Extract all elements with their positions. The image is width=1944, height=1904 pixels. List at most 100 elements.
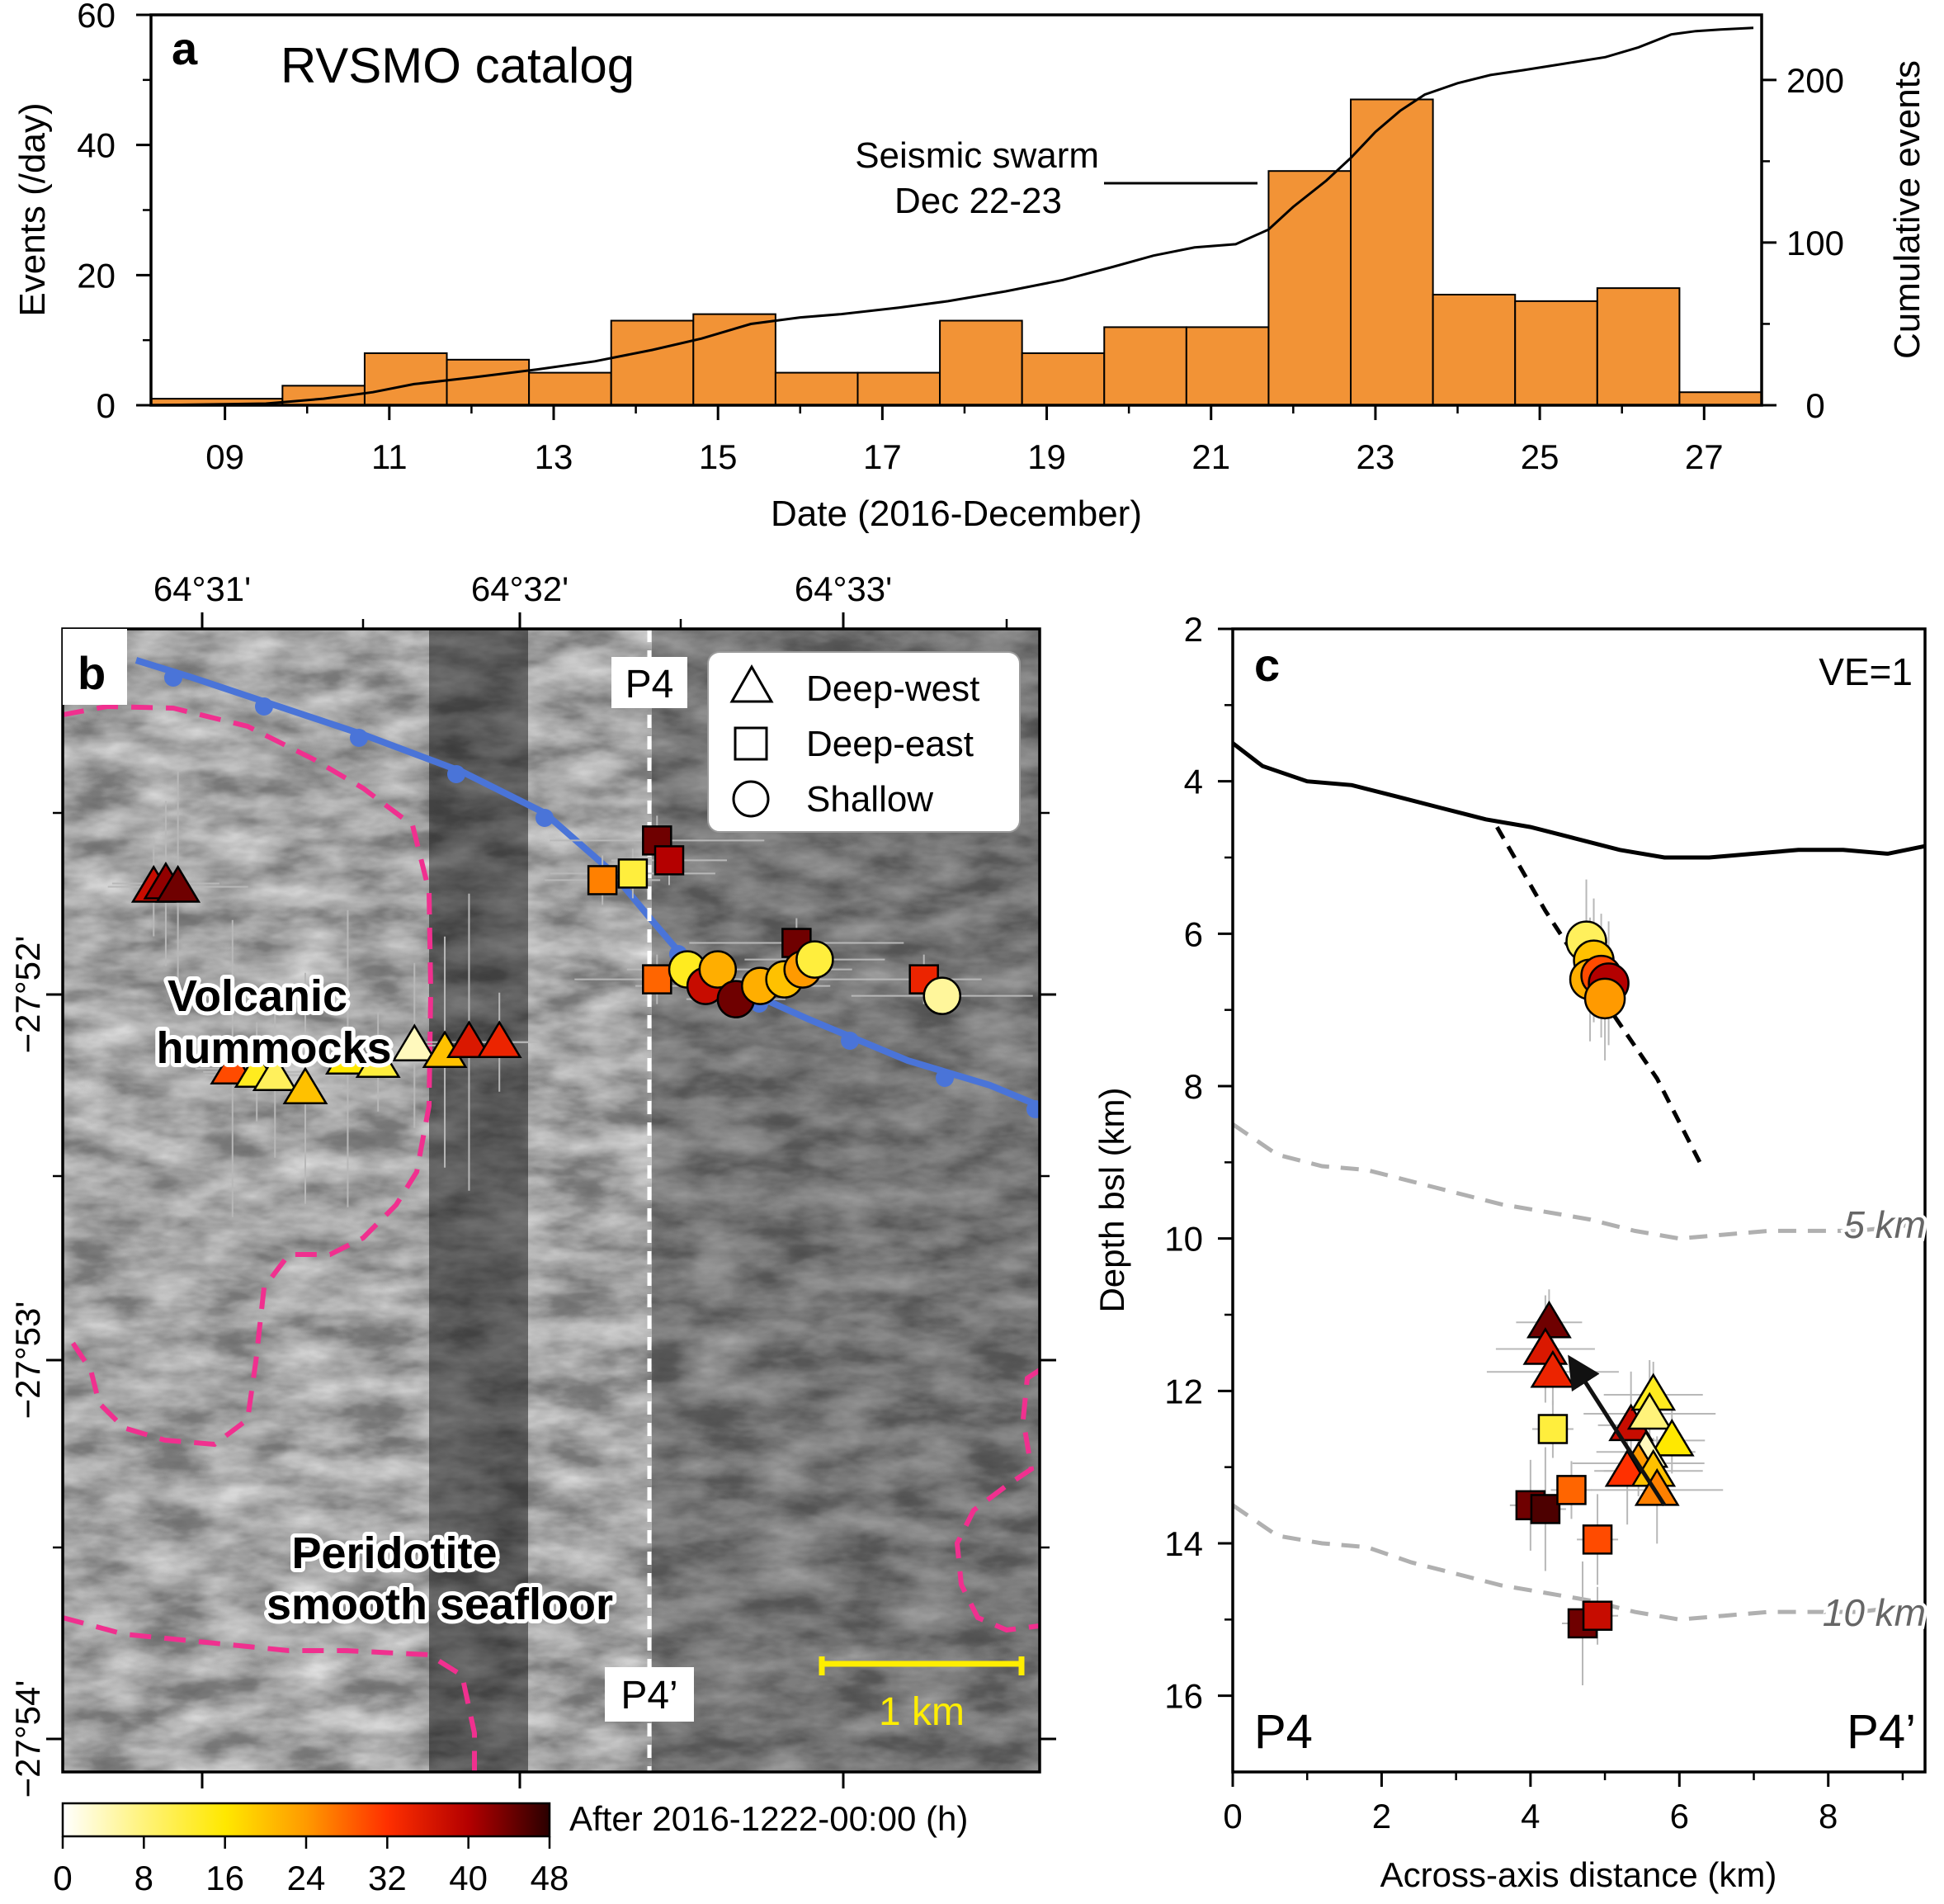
- cumulative-events-line: [150, 26, 1754, 407]
- peridotite-label: Peridotite smooth seafloor: [262, 1524, 617, 1633]
- map-square-event: [654, 845, 685, 876]
- fault-tooth: [350, 729, 368, 747]
- profile-square-event: [1556, 1475, 1587, 1505]
- panel-c-letter: c: [1254, 639, 1280, 691]
- panel-b-markers: [130, 825, 961, 1105]
- legend-box: [707, 651, 1021, 833]
- map-triangle-event: [446, 1020, 492, 1058]
- histogram-bar: [939, 319, 1023, 406]
- peridotite-label-line2: smooth seafloor: [267, 1580, 613, 1629]
- volcanic-hummocks-label: Volcanic hummocks: [152, 967, 395, 1077]
- colorbar-tick-label: 8: [134, 1859, 153, 1897]
- y-tick-label: 6: [1184, 914, 1203, 953]
- legend-square-icon: [734, 726, 768, 761]
- fault-tooth: [164, 669, 182, 687]
- map-triangle-event: [355, 1040, 401, 1079]
- colorbar-tick-label: 48: [531, 1859, 569, 1897]
- profile-end-label: P4’: [1847, 1705, 1916, 1759]
- colorbar-tick-label: 0: [53, 1859, 72, 1897]
- panel-b-letter-box: [63, 629, 127, 705]
- colorbar-tick-label: 40: [449, 1859, 488, 1897]
- y-tick-label: 4: [1184, 763, 1203, 801]
- profile-triangle-event: [1649, 1418, 1695, 1457]
- peridotite-boundary-south: [63, 1615, 477, 1772]
- profile-label-top: P4: [625, 663, 674, 706]
- profile-square-event: [1537, 1414, 1569, 1444]
- map-overlays: [63, 629, 1040, 1772]
- fault-tooth: [841, 1032, 859, 1050]
- fault-tooth: [447, 765, 465, 783]
- y-tick-label: 8: [1184, 1067, 1203, 1106]
- volcanic-hummocks-boundary: [63, 703, 434, 1448]
- x-tick-label: 6: [1670, 1797, 1689, 1835]
- y-tick-label: 0: [97, 386, 116, 425]
- x-tick-label: 13: [535, 437, 573, 476]
- legend-circle-icon: [732, 780, 770, 818]
- panel-c-content: [1233, 741, 1925, 1685]
- histogram-bar: [1596, 287, 1681, 406]
- fault-tooth: [536, 809, 554, 827]
- panel-c-xlabel: Across-axis distance (km): [1380, 1855, 1777, 1894]
- colorbar-ticks: 0 8 16 24 32 40 48: [53, 1836, 569, 1897]
- legend-label-shallow: Shallow: [806, 779, 933, 820]
- map-triangle-event: [252, 1053, 298, 1092]
- colorbar: 0 8 16 24 32 40 48 After 2016-1222-00:00 (h): [53, 1799, 968, 1897]
- axial-valley-shade: [429, 629, 528, 1772]
- histogram-bar: [1350, 98, 1434, 406]
- profile-square-event: [1530, 1494, 1561, 1524]
- profile-label-bottom: P4’: [620, 1674, 677, 1717]
- legend-triangle-icon: [729, 664, 774, 703]
- profile-square-event: [1582, 1524, 1613, 1555]
- map-triangle-event: [325, 1037, 370, 1075]
- x-tick-label: 2: [1372, 1797, 1391, 1835]
- panel-a: 09 11 13 15 17 19 21 23 25 27 0 20 40 60 0 100 200 a RVS…: [12, 0, 1927, 534]
- map-circle-event: [698, 950, 738, 989]
- y-tick-label: 2: [1184, 610, 1203, 649]
- scale-bar: [819, 1656, 1025, 1675]
- depth-contour-10km: [1233, 1503, 1925, 1622]
- colorbar-tick-label: 32: [368, 1859, 407, 1897]
- panel-b: b 64°31' 64°32' 64°33' −27°52' −27°53' −…: [8, 569, 1056, 1897]
- lon-tick-label-2: 64°32': [471, 569, 569, 608]
- colorbar-label: After 2016-1222-00:00 (h): [569, 1799, 968, 1838]
- lat-tick-label-3: −27°54': [8, 1680, 47, 1798]
- map-circle-event: [795, 940, 834, 979]
- panel-c-markers: [1515, 920, 1695, 1639]
- panel-c-frame: [1231, 627, 1927, 1774]
- profile-circle-event: [1583, 977, 1626, 1020]
- x-tick-label: 21: [1191, 437, 1230, 476]
- map-triangle-event: [476, 1020, 522, 1058]
- y2-tick-label: 0: [1805, 386, 1824, 425]
- panel-a-axes: 09 11 13 15 17 19 21 23 25 27 0 20 40 60 0 100 200: [77, 0, 1844, 476]
- lat-tick-label-2: −27°53': [8, 1302, 47, 1420]
- panel-a-letter: a: [172, 22, 198, 74]
- histogram-bar: [1432, 293, 1517, 406]
- legend-label-deep-west: Deep-west: [806, 669, 979, 709]
- panel-c-axes: 0 2 4 6 8 2 4 6 8 10 12 14 16: [1164, 610, 1904, 1835]
- x-tick-label: 15: [699, 437, 738, 476]
- profile-start-label: P4: [1254, 1705, 1313, 1759]
- depth-contour-5km: [1233, 1122, 1925, 1241]
- colorbar-bar: [61, 1802, 551, 1838]
- y2-tick-label: 100: [1786, 224, 1844, 262]
- colorbar-tick-label: 24: [287, 1859, 326, 1897]
- x-tick-label: 8: [1819, 1797, 1838, 1835]
- seafloor-profile: [1233, 741, 1925, 860]
- profile-triangle-event: [1634, 1467, 1680, 1506]
- panel-a-xlabel: Date (2016-December): [771, 494, 1142, 534]
- histogram-bar: [363, 352, 448, 406]
- histogram-bar: [610, 319, 695, 406]
- histogram-bar: [856, 371, 941, 407]
- contour-label-5km: 5 km: [1843, 1203, 1926, 1246]
- legend: Deep-west Deep-east Shallow: [707, 651, 1021, 833]
- x-tick-label: 19: [1027, 437, 1066, 476]
- histogram-bar: [1103, 326, 1187, 406]
- y-tick-label: 10: [1164, 1220, 1203, 1259]
- x-tick-label: 4: [1521, 1797, 1540, 1835]
- histogram-bar: [774, 371, 859, 407]
- profile-square-event: [1582, 1600, 1613, 1631]
- volcanic-label-line2: hummocks: [156, 1023, 391, 1073]
- map-circle-event: [922, 976, 961, 1015]
- y-tick-label: 20: [77, 256, 116, 295]
